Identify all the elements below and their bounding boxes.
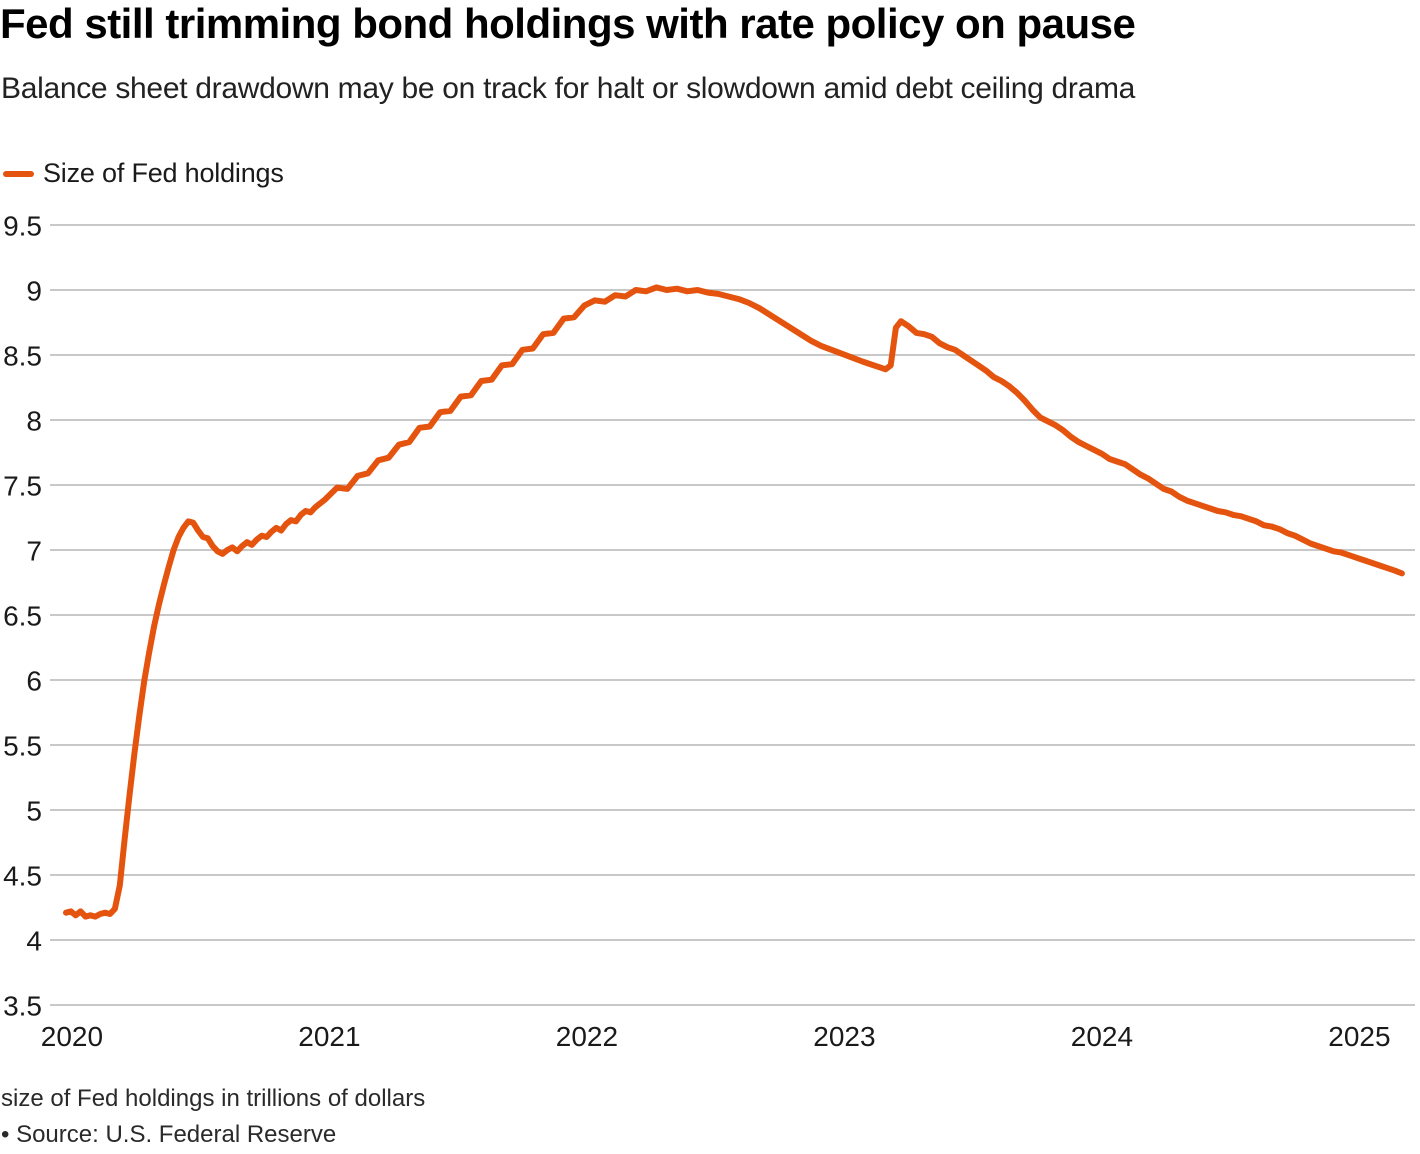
x-tick-label: 2024 <box>1071 1021 1133 1052</box>
y-tick-label: 3.5 <box>3 991 42 1022</box>
y-tick-label: 4 <box>26 926 42 957</box>
page-subtitle: Balance sheet drawdown may be on track f… <box>1 72 1136 105</box>
x-tick-label: 2022 <box>556 1021 618 1052</box>
y-tick-label: 7.5 <box>3 471 42 502</box>
y-tick-label: 5.5 <box>3 731 42 762</box>
y-tick-label: 6 <box>26 666 42 697</box>
legend-line-swatch <box>3 170 34 177</box>
y-tick-label: 8 <box>26 406 42 437</box>
y-tick-label: 7 <box>26 536 42 567</box>
legend-label: Size of Fed holdings <box>43 158 284 188</box>
y-tick-label: 9.5 <box>3 211 42 242</box>
x-tick-label: 2025 <box>1328 1021 1390 1052</box>
x-tick-label: 2020 <box>41 1021 103 1052</box>
y-tick-label: 5 <box>26 796 42 827</box>
fed-holdings-line <box>63 284 1405 920</box>
x-tick-label: 2023 <box>813 1021 875 1052</box>
y-tick-label: 8.5 <box>3 341 42 372</box>
legend: Size of Fed holdings <box>3 158 284 189</box>
y-tick-label: 9 <box>26 276 42 307</box>
page-title: Fed still trimming bond holdings with ra… <box>0 0 1136 47</box>
unit-note: size of Fed holdings in trillions of dol… <box>1 1085 426 1112</box>
x-tick-label: 2021 <box>298 1021 360 1052</box>
y-tick-label: 4.5 <box>3 861 42 892</box>
y-tick-label: 6.5 <box>3 601 42 632</box>
source-note: • Source: U.S. Federal Reserve <box>1 1121 337 1148</box>
